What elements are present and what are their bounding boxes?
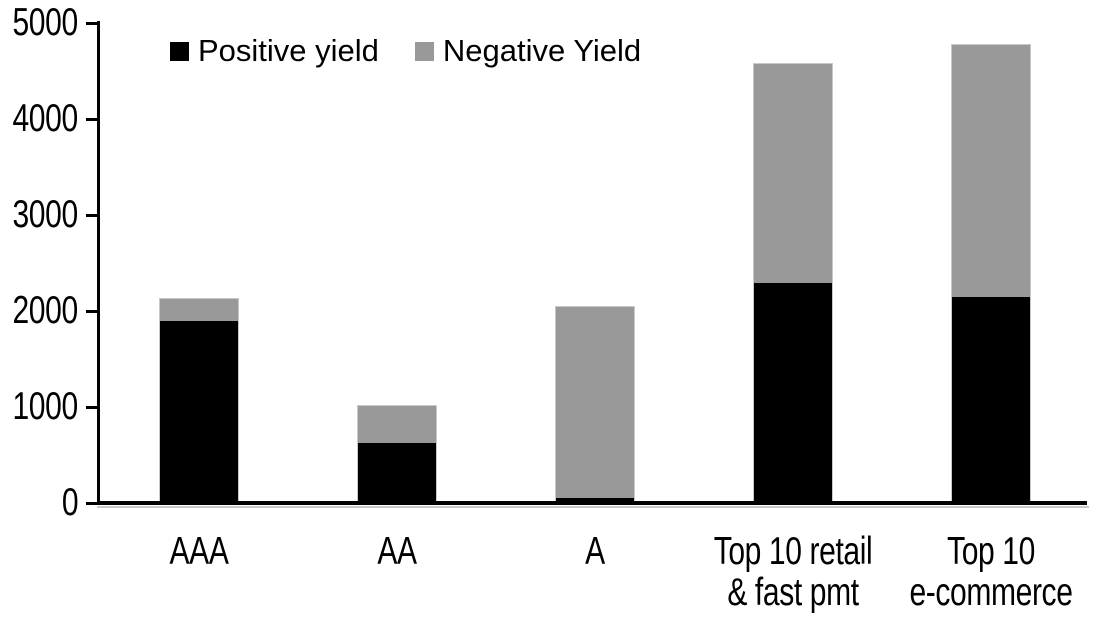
bar-segment-positive-yield (754, 283, 832, 503)
bar-segment-negative-yield (952, 45, 1030, 297)
legend-swatch-negative-yield (414, 41, 434, 61)
y-tick-label-text: 5000 (12, 1, 79, 44)
bar-segment-negative-yield (754, 64, 832, 284)
y-tick-label-text: 4000 (12, 97, 79, 140)
y-tick-mark (86, 117, 98, 121)
legend-swatch-positive-yield (170, 41, 189, 61)
x-category-label-aaa: AAA (169, 530, 229, 573)
x-category-label-top-10-retail-fast-pmt: Top 10 retail & fast pmt (713, 530, 873, 615)
bar-segment-positive-yield (358, 442, 436, 503)
x-axis-line (97, 501, 1087, 505)
y-tick-label: 2000 (0, 289, 79, 332)
bar-stack-aa (357, 405, 437, 504)
y-tick-label-text: 0 (61, 481, 79, 524)
legend-item-negative-yield: Negative Yield (414, 33, 642, 69)
bar-stack-top-10-retail-fast-pmt (753, 63, 833, 504)
y-axis-line (97, 21, 100, 504)
y-tick-mark (86, 501, 98, 505)
bar-stack-top-10-e-commerce (951, 44, 1031, 504)
x-category-label-aa: AA (377, 530, 417, 573)
x-axis-shadow-line (97, 506, 1089, 508)
y-tick-label: 0 (0, 481, 79, 524)
y-tick-label-text: 2000 (12, 289, 79, 332)
chart-legend: Positive yield Negative Yield (170, 33, 641, 69)
legend-label: Positive yield (198, 33, 379, 68)
bar-stack-a (555, 306, 635, 504)
bar-segment-positive-yield (160, 320, 238, 503)
legend-label: Negative Yield (442, 33, 642, 68)
y-tick-mark (86, 21, 98, 25)
y-tick-label: 5000 (0, 1, 79, 44)
y-tick-mark (86, 405, 98, 409)
y-tick-label-text: 1000 (12, 385, 79, 428)
x-category-label-top-10-e-commerce: Top 10 e-commerce (909, 530, 1073, 615)
y-tick-label-text: 3000 (12, 193, 79, 236)
y-tick-label: 4000 (0, 97, 79, 140)
bar-segment-negative-yield (160, 298, 238, 321)
bar-segment-negative-yield (358, 406, 436, 443)
y-tick-mark (86, 213, 98, 217)
legend-item-positive-yield: Positive yield (170, 33, 379, 69)
bar-segment-positive-yield (556, 498, 634, 503)
y-tick-mark (86, 309, 98, 313)
x-category-label-a: A (585, 530, 605, 573)
y-tick-label: 3000 (0, 193, 79, 236)
bar-segment-negative-yield (556, 307, 634, 499)
bar-segment-positive-yield (952, 296, 1030, 503)
y-tick-label: 1000 (0, 385, 79, 428)
bar-stack-aaa (159, 297, 239, 504)
